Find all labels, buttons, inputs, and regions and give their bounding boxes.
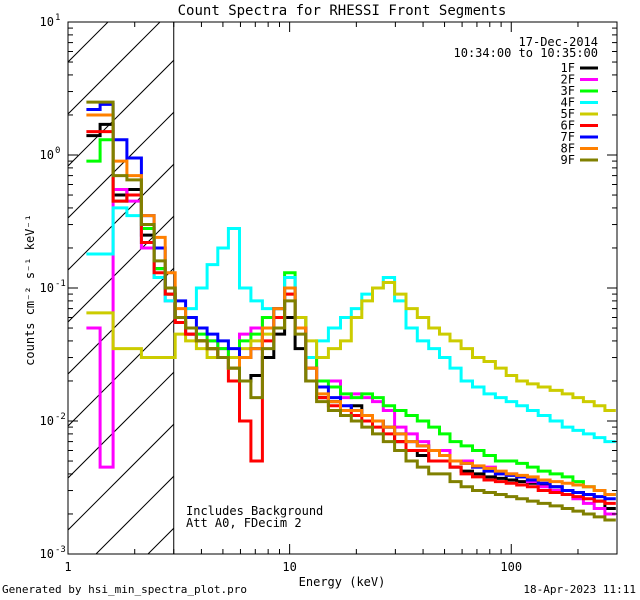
legend-label: 8F (561, 142, 575, 156)
series-5f (86, 281, 616, 412)
x-axis-label: Energy (keV) (299, 575, 386, 589)
y-tick-label: 10 (40, 547, 54, 561)
y-tick-exponent: 1 (55, 13, 60, 23)
date-label: 17-Dec-2014 (519, 35, 598, 49)
y-tick-label: 10 (40, 414, 54, 428)
time-range-label: 10:34:00 to 10:35:00 (454, 46, 599, 60)
legend-label: 6F (561, 119, 575, 133)
legend-label: 1F (561, 61, 575, 75)
x-tick-label: 1 (64, 560, 71, 574)
series-9f (86, 100, 616, 522)
footer-timestamp: 18-Apr-2023 11:11 (523, 583, 636, 596)
y-tick-exponent: -3 (55, 545, 66, 555)
legend-label: 5F (561, 107, 575, 121)
legend-label: 7F (561, 130, 575, 144)
y-axis-label: counts cm⁻² s⁻¹ keV⁻¹ (23, 214, 37, 366)
hatch-line (68, 371, 174, 479)
y-tick-label: 10 (40, 281, 54, 295)
hatch-line (68, 423, 174, 531)
series-layer (86, 100, 616, 522)
hatch-line (68, 59, 174, 167)
y-tick-exponent: 0 (55, 146, 60, 156)
legend-label: 9F (561, 153, 575, 167)
x-tick-label: 100 (500, 560, 522, 574)
footer-generated-by: Generated by hsi_min_spectra_plot.pro (2, 583, 248, 596)
hatch-line (68, 215, 174, 323)
y-tick-exponent: -1 (55, 279, 66, 289)
annotation-background: Includes Background (186, 504, 323, 518)
x-tick-label: 10 (282, 560, 296, 574)
chart-title: Count Spectra for RHESSI Front Segments (178, 3, 507, 19)
legend-label: 4F (561, 96, 575, 110)
legend-label: 3F (561, 84, 575, 98)
y-tick-label: 10 (40, 15, 54, 29)
legend-label: 2F (561, 73, 575, 87)
y-tick-label: 10 (40, 148, 54, 162)
annotation-attenuator: Att A0, FDecim 2 (186, 516, 302, 530)
y-tick-exponent: -2 (55, 412, 66, 422)
hatch-line (68, 22, 161, 115)
